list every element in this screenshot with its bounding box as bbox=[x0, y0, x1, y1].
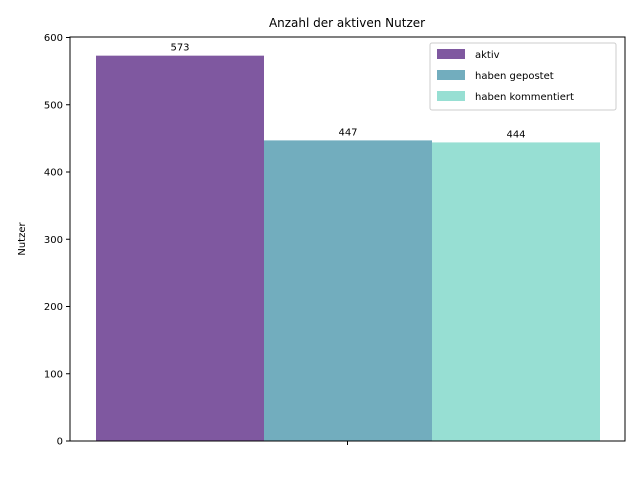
y-tick-label-1: 100 bbox=[44, 369, 63, 380]
bar-value-label-2: 444 bbox=[506, 129, 525, 140]
legend-label-2: haben kommentiert bbox=[475, 92, 574, 103]
y-tick-label-3: 300 bbox=[44, 235, 63, 246]
y-tick-label-6: 600 bbox=[44, 33, 63, 44]
y-tick-label-5: 500 bbox=[44, 100, 63, 111]
bar-2 bbox=[432, 142, 600, 441]
bar-value-label-1: 447 bbox=[338, 127, 357, 138]
legend-swatch-2 bbox=[437, 91, 465, 101]
bar-1 bbox=[264, 140, 432, 441]
bar-value-label-0: 573 bbox=[170, 43, 189, 54]
y-tick-label-0: 0 bbox=[57, 437, 63, 448]
y-axis: 0 100 200 300 400 500 600 bbox=[44, 33, 70, 448]
legend-box bbox=[429, 42, 617, 111]
legend: aktiv haben gepostet haben kommentiert bbox=[429, 42, 617, 111]
y-tick-label-4: 400 bbox=[44, 168, 63, 179]
y-axis-label: Nutzer bbox=[17, 221, 28, 255]
data-labels-group: 573 447 444 bbox=[170, 43, 525, 141]
bars-group bbox=[96, 55, 600, 441]
legend-label-1: haben gepostet bbox=[475, 71, 554, 82]
y-tick-label-2: 200 bbox=[44, 302, 63, 313]
bar-0 bbox=[96, 55, 264, 441]
legend-swatch-1 bbox=[437, 70, 465, 80]
legend-label-0: aktiv bbox=[475, 50, 500, 61]
chart-title: Anzahl der aktiven Nutzer bbox=[269, 16, 425, 30]
legend-swatch-0 bbox=[437, 49, 465, 59]
